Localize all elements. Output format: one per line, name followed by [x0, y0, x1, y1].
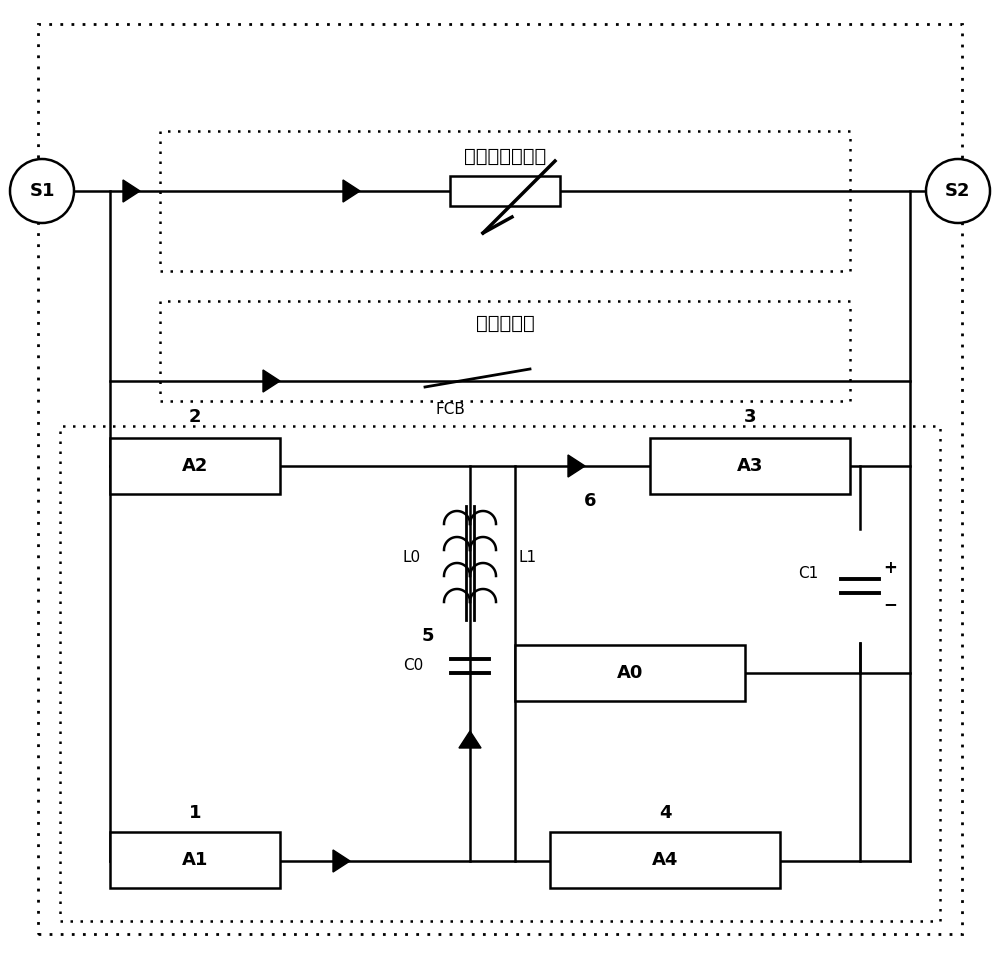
Text: +: + — [883, 559, 897, 577]
Text: 主电流电路: 主电流电路 — [476, 314, 534, 333]
Bar — [650, 438, 850, 494]
Text: S2: S2 — [945, 182, 971, 200]
Bar — [110, 438, 280, 494]
Text: 4: 4 — [659, 804, 671, 822]
Bar — [60, 426, 940, 921]
Text: 6: 6 — [584, 492, 596, 510]
Bar — [515, 645, 745, 701]
Polygon shape — [263, 370, 280, 392]
Text: A3: A3 — [737, 457, 763, 475]
Circle shape — [926, 159, 990, 223]
Text: 2: 2 — [189, 408, 201, 426]
Bar — [160, 131, 850, 271]
Polygon shape — [568, 455, 585, 477]
Circle shape — [10, 159, 74, 223]
Text: 过电压限制电路: 过电压限制电路 — [464, 146, 546, 165]
Text: 1: 1 — [189, 804, 201, 822]
Bar — [160, 301, 850, 401]
Polygon shape — [343, 180, 360, 202]
Polygon shape — [333, 850, 350, 872]
Text: 3: 3 — [744, 408, 756, 426]
Text: A0: A0 — [617, 664, 643, 682]
Text: C0: C0 — [403, 659, 423, 673]
Bar — [450, 176, 560, 206]
Text: L0: L0 — [403, 551, 421, 566]
Text: A2: A2 — [182, 457, 208, 475]
Polygon shape — [123, 180, 140, 202]
Text: L1: L1 — [519, 551, 537, 566]
Text: FCB: FCB — [435, 402, 465, 417]
Text: −: − — [883, 595, 897, 613]
Bar — [550, 832, 780, 888]
Text: C1: C1 — [798, 567, 818, 581]
Text: A4: A4 — [652, 851, 678, 869]
Text: 5: 5 — [422, 627, 434, 645]
Bar — [110, 832, 280, 888]
Polygon shape — [459, 731, 481, 748]
Text: A1: A1 — [182, 851, 208, 869]
Text: S1: S1 — [29, 182, 55, 200]
